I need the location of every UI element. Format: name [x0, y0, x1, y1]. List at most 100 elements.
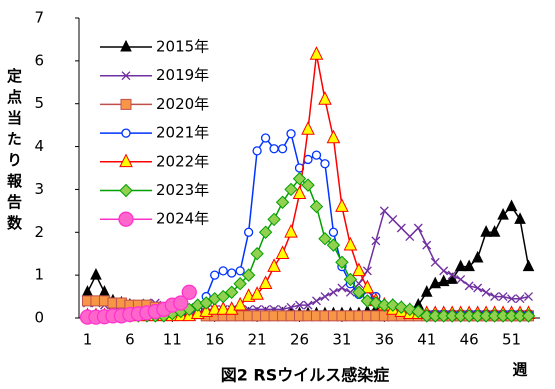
- marker: [210, 270, 220, 280]
- x-axis-label: 週: [512, 361, 527, 379]
- legend-label: 2019年: [156, 66, 209, 84]
- marker: [388, 214, 398, 224]
- marker: [360, 279, 375, 294]
- marker: [354, 279, 364, 289]
- marker: [514, 212, 526, 224]
- marker: [480, 225, 492, 237]
- marker: [411, 304, 425, 319]
- x-tick-label: 36: [375, 331, 394, 349]
- x-tick-label: 1: [83, 331, 93, 349]
- marker: [343, 236, 358, 251]
- marker: [498, 292, 508, 302]
- chart-title: 図2 RSウイルス感染症: [221, 366, 390, 385]
- marker: [326, 129, 341, 144]
- marker: [352, 285, 366, 299]
- marker: [422, 240, 432, 250]
- marker: [420, 285, 433, 297]
- marker: [173, 295, 189, 311]
- marker: [481, 287, 491, 297]
- x-tick-label: 11: [163, 331, 182, 349]
- y-tick-label: 1: [34, 266, 44, 284]
- marker: [277, 144, 288, 154]
- x-tick-label: 21: [248, 331, 267, 349]
- y-tick-label: 0: [34, 309, 44, 327]
- marker: [515, 294, 525, 304]
- marker: [312, 296, 321, 306]
- marker: [284, 182, 298, 197]
- marker: [303, 154, 313, 165]
- marker: [337, 283, 347, 293]
- marker: [233, 277, 247, 291]
- legend-label: 2015年: [156, 38, 209, 56]
- marker: [456, 274, 466, 284]
- marker: [320, 292, 330, 302]
- marker: [318, 232, 332, 246]
- marker: [505, 199, 518, 212]
- marker: [275, 245, 290, 260]
- y-tick-label: 7: [34, 9, 44, 27]
- marker: [379, 206, 389, 216]
- y-tick-label: 4: [34, 137, 44, 155]
- marker: [345, 287, 355, 297]
- legend-marker: [119, 183, 133, 198]
- y-tick-label: 2: [34, 223, 44, 241]
- x-tick-label: 26: [290, 331, 309, 349]
- x-tick-label: 51: [502, 331, 521, 349]
- marker: [284, 223, 298, 238]
- marker: [295, 300, 304, 310]
- marker: [252, 146, 262, 156]
- marker: [430, 257, 440, 267]
- marker: [275, 195, 290, 209]
- marker: [439, 266, 449, 276]
- marker: [292, 172, 307, 186]
- series-line: [87, 177, 529, 317]
- marker: [258, 275, 273, 290]
- marker: [286, 129, 296, 139]
- marker: [352, 262, 366, 277]
- marker: [507, 294, 517, 304]
- marker: [454, 259, 467, 272]
- marker: [224, 285, 239, 299]
- marker: [235, 266, 245, 276]
- marker: [471, 250, 484, 263]
- marker: [267, 212, 281, 227]
- x-tick-label: 16: [205, 331, 224, 349]
- marker: [521, 309, 536, 323]
- x-tick-label: 41: [417, 331, 436, 349]
- x-tick-label: 31: [332, 331, 351, 349]
- marker: [413, 223, 423, 233]
- marker: [227, 268, 237, 278]
- marker: [326, 238, 341, 252]
- marker: [216, 301, 230, 315]
- marker: [250, 286, 264, 300]
- series-line: [86, 205, 530, 315]
- marker: [309, 199, 324, 214]
- marker: [473, 283, 483, 293]
- series-line: [87, 209, 529, 311]
- marker: [241, 268, 256, 282]
- y-tick-label: 6: [34, 51, 44, 69]
- marker: [301, 178, 315, 192]
- marker: [343, 272, 358, 287]
- marker: [335, 255, 349, 269]
- marker: [243, 227, 254, 237]
- marker: [98, 285, 111, 297]
- marker: [335, 198, 349, 212]
- y-tick-label: 5: [34, 94, 44, 112]
- marker: [371, 236, 381, 246]
- marker: [269, 144, 279, 154]
- marker: [328, 227, 339, 237]
- marker: [463, 259, 475, 272]
- marker: [267, 258, 281, 272]
- x-tick-label: 46: [460, 331, 479, 349]
- legend-label: 2022年: [156, 152, 209, 170]
- marker: [258, 225, 273, 239]
- marker: [464, 281, 474, 291]
- marker: [199, 296, 213, 310]
- marker: [90, 268, 102, 280]
- marker: [488, 225, 501, 237]
- marker: [218, 266, 228, 276]
- legend-label: 2021年: [156, 124, 209, 142]
- legend-marker: [121, 71, 131, 81]
- marker: [328, 287, 338, 297]
